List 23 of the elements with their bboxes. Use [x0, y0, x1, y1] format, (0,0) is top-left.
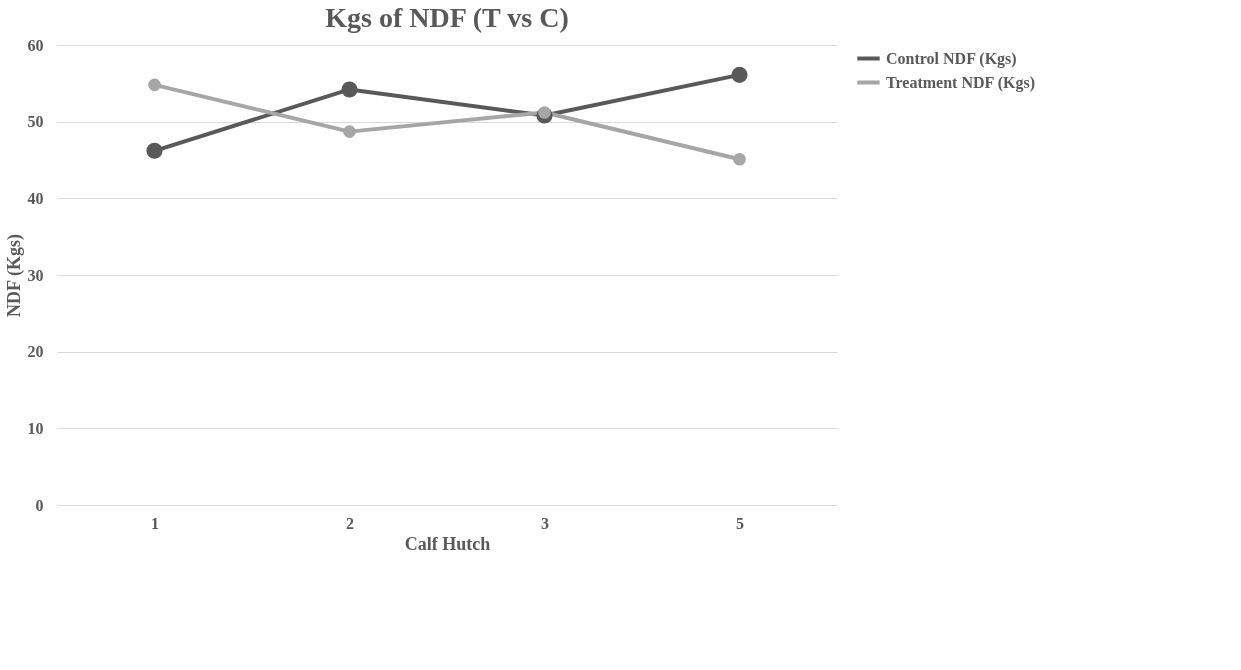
point [343, 125, 356, 138]
x-tick-label: 3 [541, 514, 549, 532]
x-tick-label: 5 [736, 514, 744, 532]
y-tick-label: 50 [27, 113, 44, 131]
y-tick-label: 10 [27, 419, 44, 437]
point [341, 81, 358, 98]
point [538, 106, 551, 119]
point [733, 152, 746, 166]
point [146, 142, 163, 159]
legend-label: Treatment NDF (Kgs) [886, 73, 1035, 92]
point [731, 66, 748, 83]
y-tick-label: 40 [27, 189, 44, 207]
chart-title: Kgs of NDF (T vs C) [325, 2, 569, 33]
x-tick-label: 2 [346, 514, 354, 532]
y-tick-label: 20 [27, 343, 44, 361]
x-tick-label: 1 [151, 514, 159, 532]
y-axis-title: NDF (Kgs) [3, 234, 25, 317]
x-axis-title: Calf Hutch [404, 533, 491, 554]
y-tick-label: 30 [27, 266, 44, 284]
y-tick-label: 0 [35, 496, 44, 514]
y-tick-label: 60 [27, 36, 44, 54]
point [148, 78, 161, 92]
legend-label: Control NDF (Kgs) [886, 49, 1017, 68]
